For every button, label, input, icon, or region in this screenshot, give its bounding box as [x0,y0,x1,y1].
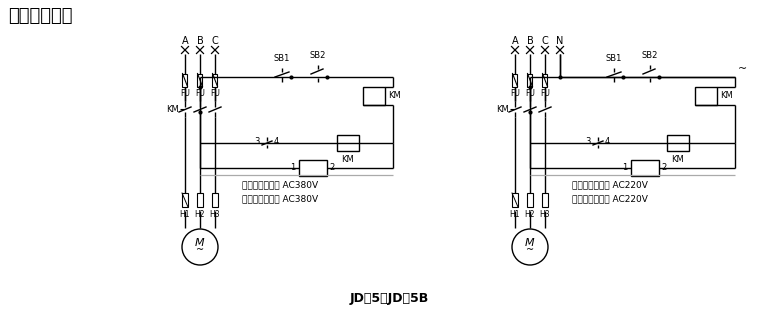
Bar [631,160,659,176]
Bar [667,135,689,151]
Bar [197,193,203,207]
Text: KM: KM [496,105,509,113]
Bar [527,73,533,87]
Text: SB2: SB2 [642,51,658,60]
Text: FU: FU [510,89,520,99]
Text: H3: H3 [210,210,220,219]
Text: KM: KM [342,155,354,164]
Text: FU: FU [525,89,535,99]
Text: A: A [182,36,189,46]
Text: SB2: SB2 [310,51,326,60]
Bar [512,193,518,207]
Bar [299,160,327,176]
Text: 1: 1 [622,163,627,173]
Bar [212,193,218,207]
Text: 1: 1 [290,163,295,173]
Bar [182,73,188,87]
Text: 交流接触器电压 AC380V: 交流接触器电压 AC380V [242,194,318,203]
Text: FU: FU [195,89,205,99]
Text: 保护器工作电压 AC220V: 保护器工作电压 AC220V [572,180,648,190]
Text: B: B [527,36,534,46]
Text: KM: KM [388,91,400,100]
Text: H1: H1 [180,210,190,219]
Text: 交流接触器电压 AC220V: 交流接触器电压 AC220V [572,194,648,203]
Bar [337,135,359,151]
Text: H1: H1 [509,210,520,219]
Text: 应用电路举例: 应用电路举例 [8,7,72,25]
Text: FU: FU [210,89,220,99]
Text: N: N [556,36,564,46]
Text: ~: ~ [526,245,534,255]
Text: ~: ~ [196,245,204,255]
Text: B: B [196,36,203,46]
Bar [527,193,533,207]
Text: SB1: SB1 [273,54,291,63]
Text: M: M [196,238,205,248]
Text: C: C [541,36,548,46]
Text: A: A [512,36,518,46]
Text: 2: 2 [661,163,666,173]
Bar [182,193,188,207]
Text: 3: 3 [586,136,591,146]
Text: FU: FU [540,89,550,99]
Text: H2: H2 [525,210,535,219]
Text: M: M [525,238,535,248]
Text: KM: KM [671,155,685,164]
Text: 4: 4 [274,136,279,146]
Text: 保护器工作电压 AC380V: 保护器工作电压 AC380V [242,180,318,190]
Bar [542,193,548,207]
Text: H2: H2 [195,210,205,219]
Text: FU: FU [180,89,190,99]
Bar [363,87,385,105]
Text: 3: 3 [255,136,260,146]
Text: C: C [212,36,218,46]
Text: KM: KM [166,105,179,113]
Text: 4: 4 [605,136,610,146]
Text: SB1: SB1 [606,54,622,63]
Bar [542,73,548,87]
Bar [198,73,203,87]
Bar [213,73,217,87]
Bar [695,87,717,105]
Text: ~: ~ [738,64,747,74]
Text: 2: 2 [329,163,334,173]
Text: JD－5、JD－5B: JD－5、JD－5B [349,292,428,305]
Text: KM: KM [720,91,733,100]
Bar [513,73,517,87]
Text: H3: H3 [540,210,550,219]
